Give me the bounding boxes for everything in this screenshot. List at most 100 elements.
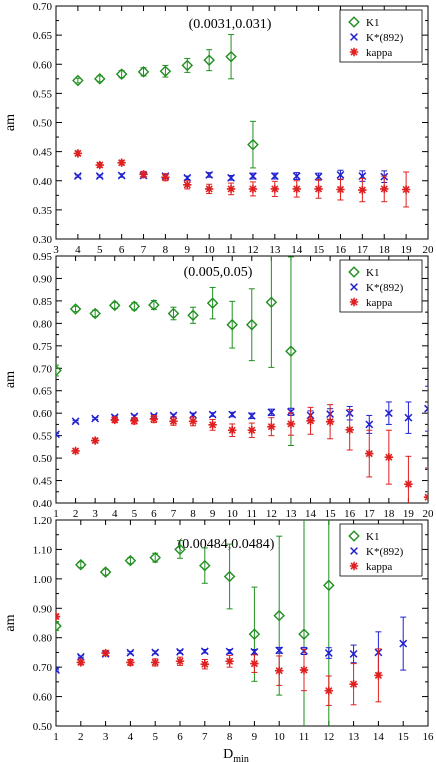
x-tick-label: 17: [357, 244, 369, 256]
data-point: [72, 74, 84, 87]
data-point: [101, 648, 110, 658]
data-point: [137, 66, 150, 78]
x-tick-label: 5: [152, 731, 158, 743]
data-point: [292, 172, 301, 181]
data-point: [200, 647, 209, 656]
data-point: [250, 647, 259, 656]
data-point: [205, 170, 214, 179]
panel-top: 3 4 5 6 7 8 9 10 11 12 13 14 15 16 17 18 19 20 0.30 0.35 0.4…: [3, 1, 434, 256]
x-tick-label: 9: [185, 244, 191, 256]
data-point: [56, 430, 60, 439]
series-diamond: [56, 256, 297, 447]
data-point: [203, 54, 215, 66]
data-point: [90, 436, 100, 445]
y-tick-label: 0.40: [33, 498, 53, 510]
x-tick-label: 19: [403, 508, 415, 520]
data-point: [69, 303, 82, 315]
data-point: [89, 307, 101, 320]
data-point: [95, 160, 104, 170]
data-point: [99, 566, 112, 578]
data-point: [275, 646, 284, 655]
data-point: [249, 172, 257, 181]
x-tick-label: 3: [103, 731, 109, 743]
x-tick-label: 16: [344, 508, 356, 520]
data-point: [324, 649, 333, 657]
data-point: [183, 180, 192, 190]
x-tick-label: 13: [269, 244, 281, 256]
x-tick-label: 9: [252, 731, 258, 743]
y-axis-label: am: [3, 614, 18, 631]
series-x: [56, 385, 428, 439]
data-point: [175, 657, 185, 666]
x-tick-label: 11: [226, 244, 237, 256]
data-point: [188, 417, 198, 426]
data-point: [270, 184, 280, 194]
data-point: [298, 628, 310, 640]
legend: K1 K*(892) kappa: [339, 9, 423, 63]
data-point: [167, 307, 180, 320]
x-tick-label: 8: [190, 508, 196, 520]
data-point: [336, 185, 345, 194]
data-point: [117, 171, 126, 180]
y-tick-label: 0.50: [33, 118, 53, 130]
y-tick-label: 0.70: [33, 662, 53, 674]
y-tick-label: 0.60: [33, 408, 53, 420]
x-tick-label: 3: [53, 244, 59, 256]
x-tick-label: 2: [73, 508, 79, 520]
data-point: [110, 415, 119, 425]
data-point: [380, 184, 389, 194]
data-point: [149, 414, 159, 424]
x-tick-label: 8: [163, 244, 169, 256]
data-point: [208, 420, 217, 430]
x-tick-label: 20: [423, 244, 435, 256]
panel-annotation: (0.005,0.05): [184, 265, 253, 280]
data-point: [76, 658, 85, 667]
y-tick-label: 0.75: [33, 341, 53, 353]
data-point: [130, 416, 139, 426]
data-point: [267, 422, 276, 431]
data-point: [206, 297, 219, 309]
legend-label: kappa: [366, 297, 392, 309]
y-tick-label: 0.90: [33, 603, 53, 615]
x-tick-label: 12: [266, 508, 277, 520]
data-point: [204, 184, 214, 194]
legend-label: K*(892): [366, 282, 404, 294]
data-point: [108, 299, 121, 312]
y-tick-label: 0.45: [33, 147, 53, 159]
data-point: [73, 149, 83, 158]
x-tick-label: 3: [92, 508, 98, 520]
data-point: [228, 426, 237, 435]
x-tick-label: 12: [323, 731, 334, 743]
data-point: [126, 648, 135, 657]
x-tick-label: 14: [305, 508, 317, 520]
y-tick-label: 0.30: [33, 234, 53, 246]
data-point: [56, 620, 62, 632]
x-tick-label: 14: [373, 731, 385, 743]
x-tick-label: 4: [128, 731, 134, 743]
y-tick-label: 0.95: [33, 251, 53, 263]
x-tick-label: 4: [75, 244, 81, 256]
data-point: [299, 665, 309, 675]
y-tick-label: 0.90: [33, 273, 53, 285]
data-point: [384, 452, 394, 462]
data-point: [424, 404, 428, 413]
y-tick-label: 0.70: [33, 1, 53, 13]
data-point: [71, 417, 80, 426]
y-tick-label: 0.65: [33, 30, 53, 42]
x-tick-label: 1: [53, 508, 59, 520]
data-point: [228, 410, 237, 419]
x-tick-label: 11: [246, 508, 257, 520]
x-tick-label: 5: [132, 508, 138, 520]
legend-label: kappa: [366, 47, 392, 59]
y-tick-label: 0.35: [33, 205, 53, 217]
legend-marker: [349, 47, 359, 57]
y-tick-label: 0.70: [33, 363, 53, 375]
data-point: [358, 185, 367, 195]
data-point: [151, 658, 160, 667]
y-tick-label: 1.00: [33, 574, 53, 586]
series-star: [73, 149, 411, 208]
legend-marker: [350, 33, 358, 41]
legend-label: K1: [366, 267, 379, 279]
x-tick-label: 19: [401, 244, 413, 256]
